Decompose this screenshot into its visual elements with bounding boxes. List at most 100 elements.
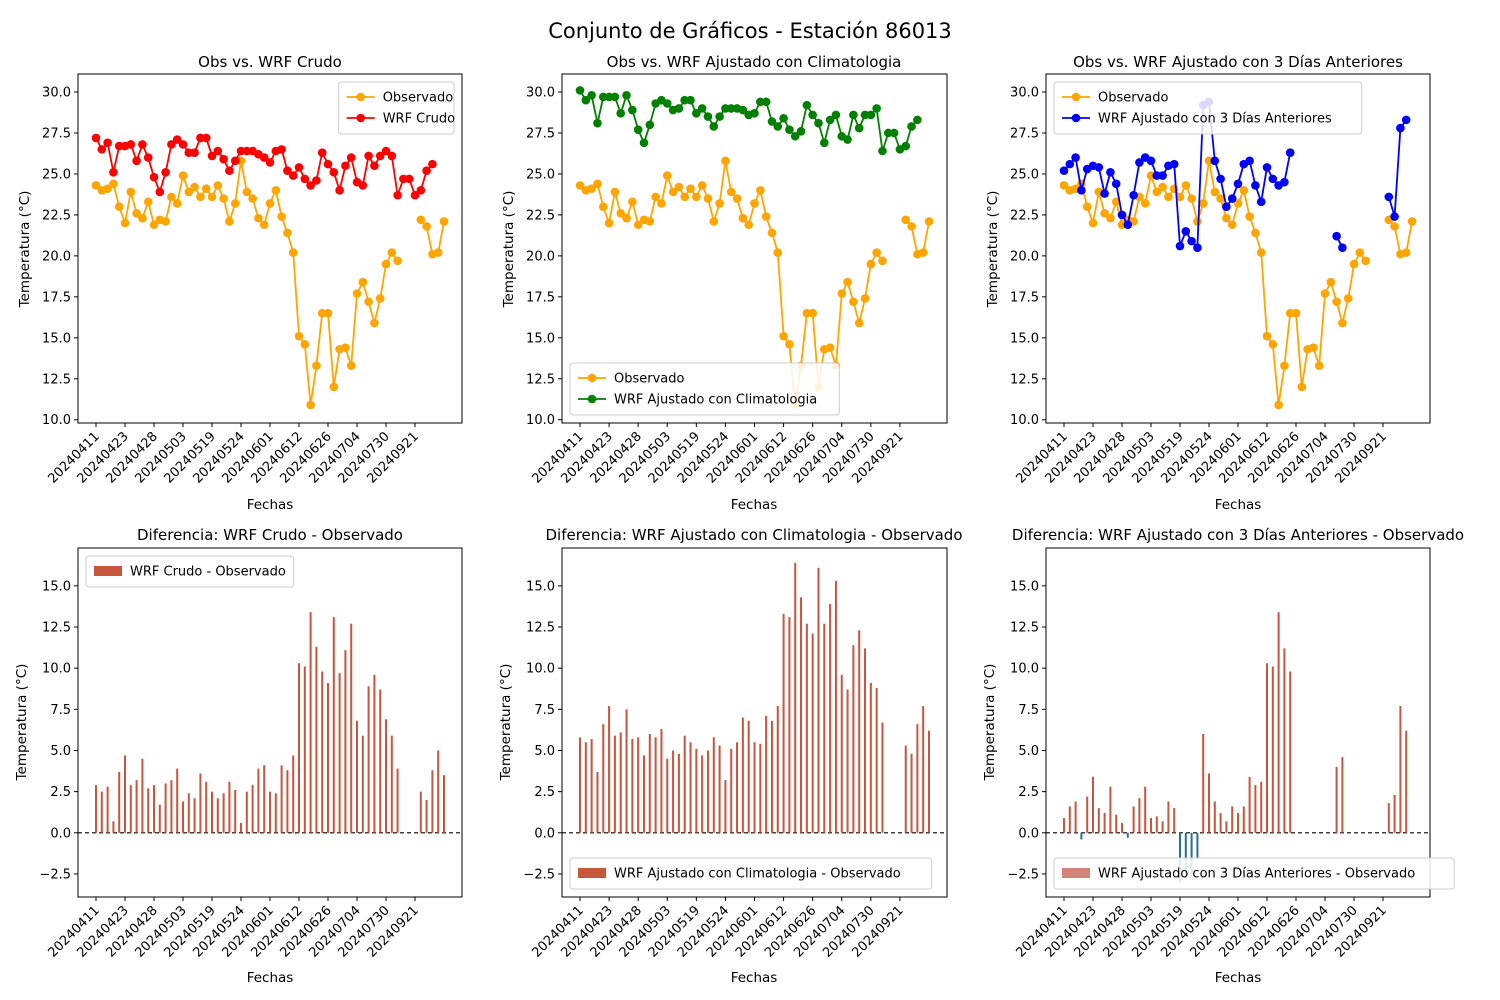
data-point (802, 100, 812, 110)
bar (263, 765, 266, 833)
legend-box (1053, 857, 1455, 890)
data-point (779, 113, 788, 123)
data-point (924, 217, 934, 226)
data-point (913, 115, 922, 125)
data-point (1355, 248, 1365, 257)
bar (1248, 776, 1251, 833)
data-point (1349, 259, 1359, 269)
y-tick-label: 22.5 (42, 208, 71, 223)
bar (199, 773, 202, 833)
data-point (814, 118, 823, 128)
data-point (312, 176, 321, 185)
bar (1277, 612, 1280, 833)
data-point (680, 192, 689, 202)
y-tick-label: 10.0 (1010, 662, 1039, 677)
data-point (207, 151, 217, 161)
bar (823, 623, 826, 833)
bar (170, 780, 173, 833)
data-point (1222, 202, 1231, 212)
bar (1179, 832, 1181, 883)
data-point (1309, 343, 1318, 352)
series-line (1063, 100, 1292, 250)
y-tick-label: 2.5 (534, 785, 555, 800)
chart-title: Obs vs. WRF Crudo (198, 53, 342, 71)
bar (437, 750, 440, 833)
y-tick-label: 12.5 (1010, 621, 1039, 636)
bar (701, 755, 704, 833)
data-point (323, 159, 333, 169)
bar (829, 603, 832, 833)
y-tick-label: 20.0 (1010, 249, 1039, 264)
plot-frame (1045, 547, 1431, 898)
bar (129, 785, 132, 833)
series-0 (1063, 612, 1408, 883)
data-point (178, 171, 188, 180)
data-point (91, 181, 101, 190)
chart-title: Diferencia: WRF Ajustado con Climatologi… (545, 526, 962, 544)
series-1 (91, 133, 437, 200)
y-tick-label: 15.0 (42, 579, 71, 594)
data-point (1123, 220, 1133, 230)
data-point (358, 277, 368, 287)
y-tick-label: 15.0 (526, 331, 555, 346)
legend-label: WRF Ajustado con Climatologia (614, 393, 817, 408)
data-point (364, 297, 373, 307)
data-point (849, 297, 858, 307)
bar (338, 673, 341, 833)
bar (782, 613, 785, 833)
legend-marker (587, 373, 597, 383)
y-tick-label: 15.0 (1010, 331, 1039, 346)
data-point (715, 199, 724, 208)
data-point (773, 122, 783, 131)
bar (1341, 757, 1344, 833)
y-tick-label: 17.5 (1010, 290, 1039, 305)
bar (431, 770, 434, 833)
data-point (184, 187, 194, 197)
data-point (230, 156, 240, 166)
bar (1063, 817, 1065, 833)
data-point (738, 105, 748, 115)
data-point (167, 192, 176, 202)
legend-label: WRF Ajustado con 3 Días Anteriores - Obs… (1098, 867, 1415, 882)
data-point (335, 186, 344, 195)
bar (1115, 814, 1118, 833)
data-point (1198, 199, 1208, 208)
data-point (1390, 222, 1399, 231)
data-point (907, 122, 916, 131)
data-point (404, 174, 414, 184)
bar (100, 791, 103, 833)
bar (164, 783, 167, 833)
bar (718, 745, 721, 833)
data-point (750, 109, 759, 118)
data-point (97, 145, 107, 154)
y-axis-label: Temperatura (°C) (17, 191, 33, 309)
data-point (277, 145, 286, 154)
data-point (1239, 186, 1249, 195)
data-point (1291, 308, 1301, 318)
data-point (242, 187, 252, 197)
data-point (149, 172, 159, 182)
chart-obs-vs-wrf-climatologia: Obs vs. WRF Ajustado con Climatologia Fe… (501, 53, 948, 513)
data-point (598, 202, 608, 212)
data-point (1187, 236, 1196, 246)
data-point (172, 199, 182, 208)
bar (1231, 806, 1234, 833)
data-point (1071, 153, 1080, 162)
bar (443, 775, 445, 833)
bar (648, 734, 651, 833)
chart-obs-vs-wrf-crudo: Obs vs. WRF Crudo Fechas Temperatura (°C… (17, 53, 463, 513)
data-point (370, 161, 379, 171)
data-point (889, 128, 899, 138)
chart-title: Diferencia: WRF Ajustado con 3 Días Ante… (1012, 526, 1464, 544)
data-point (872, 104, 881, 113)
bar (135, 780, 138, 833)
y-tick-label: −2.5 (1007, 867, 1039, 882)
plot-frame (77, 547, 463, 898)
bar (1080, 832, 1083, 840)
bar (390, 735, 393, 833)
bar (881, 722, 884, 833)
data-point (190, 148, 199, 157)
data-point (1088, 218, 1098, 228)
y-tick-label: 10.0 (1010, 413, 1039, 428)
data-point (422, 222, 431, 231)
